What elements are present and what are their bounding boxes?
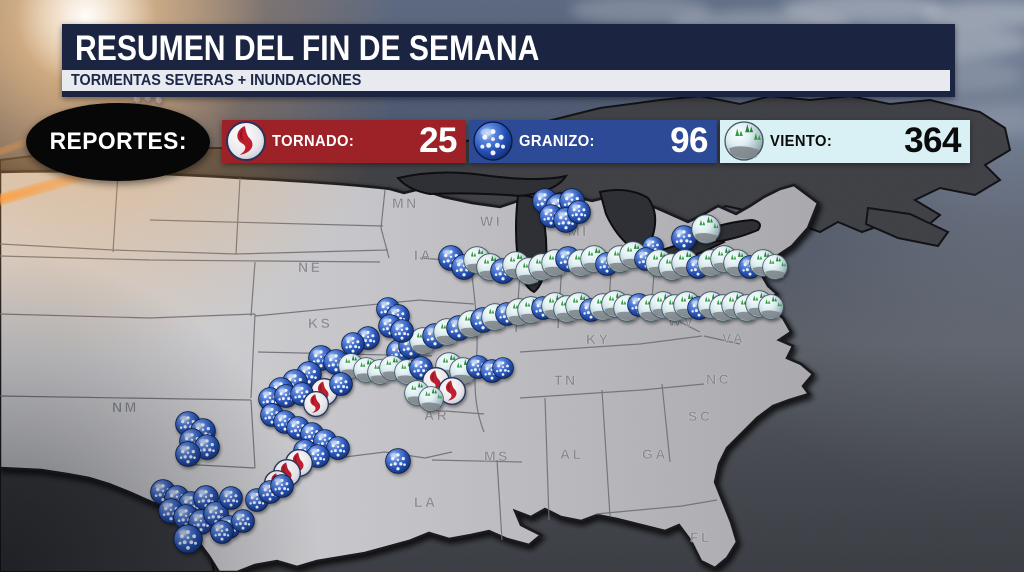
hail-counter: GRANIZO: 96 [469,120,717,163]
header-banner: RESUMEN DEL FIN DE SEMANA TORMENTAS SEVE… [62,24,955,97]
wind-count: 364 [904,121,961,160]
hail-icon [473,121,513,161]
report-counters: TORNADO: 25 GRANIZO: 96 VIENTO: 364 [222,120,970,163]
tornado-icon [226,121,266,161]
wind-label: VIENTO: [770,133,833,150]
reports-badge: REPORTES: [26,103,210,181]
hail-label: GRANIZO: [519,133,595,150]
header-subtitle: TORMENTAS SEVERAS + INUNDACIONES [71,72,362,89]
hail-count: 96 [670,121,708,160]
tornado-count: 25 [419,121,457,160]
tornado-counter: TORNADO: 25 [222,120,466,163]
reports-label: REPORTES: [49,128,187,155]
wind-icon [724,121,764,161]
wind-counter: VIENTO: 364 [720,120,970,163]
page-title: RESUMEN DEL FIN DE SEMANA [75,29,540,68]
header-subtitle-bar: TORMENTAS SEVERAS + INUNDACIONES [62,70,950,91]
tornado-label: TORNADO: [272,133,355,150]
